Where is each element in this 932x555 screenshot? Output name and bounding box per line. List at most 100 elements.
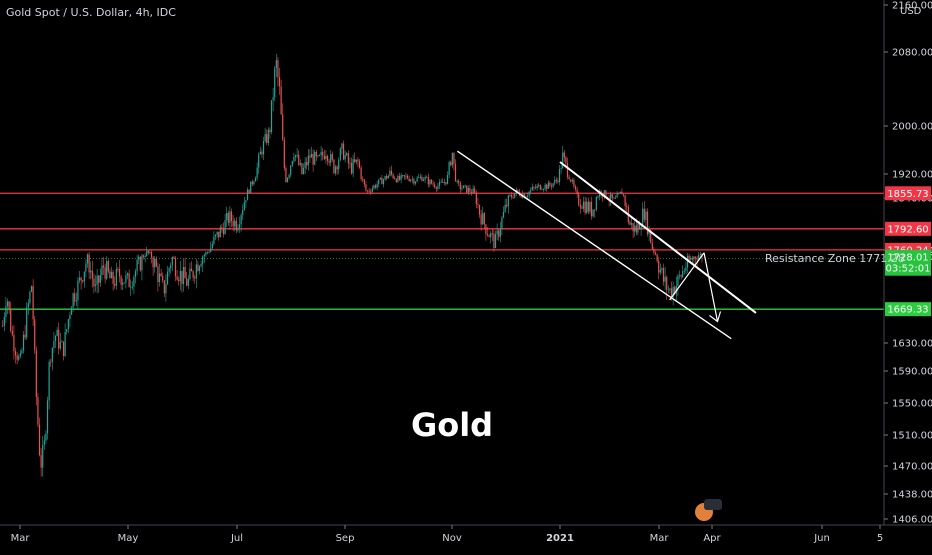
candle-body [560,168,562,169]
candle [67,318,69,333]
candle-body [30,286,33,292]
price-tick-label: 1550.00 [892,399,932,410]
candle-body [512,196,514,198]
candle-body [184,267,186,279]
candle [390,165,393,177]
candle-body [597,196,599,198]
candle-body [3,316,5,327]
candle [237,223,239,233]
candle [558,165,561,186]
candle [405,172,407,180]
candle-body [571,180,573,182]
candle [619,191,621,194]
candle [339,147,341,162]
candle [402,174,404,178]
candle [190,261,193,272]
candle [16,351,18,365]
candle [370,188,372,196]
candle-body [170,264,172,269]
candle [560,164,562,174]
candle [467,185,469,196]
candle [662,263,665,286]
time-axis[interactable]: Mar May Jul Sep Nov 2021 Mar Apr Jun 5 [0,499,932,544]
price-axis[interactable]: 2160.002080.002000.001920.001840.001760.… [883,0,932,550]
candle-body [150,251,153,258]
candle-body [330,154,332,163]
candle [107,259,109,274]
candle [70,305,73,315]
candle-body [603,190,605,197]
candle-body [258,154,260,168]
candle [466,185,468,194]
candle-body [685,267,687,271]
candle-body [269,129,271,133]
candle-body [270,100,273,133]
candle [642,202,644,228]
candle [666,275,668,300]
candle [509,193,511,198]
candle [11,325,13,337]
candle [267,127,269,146]
candle [408,175,410,182]
candle-body [538,184,540,186]
candle-body [382,179,385,185]
candle-body [205,252,207,255]
candle-body [104,267,106,279]
candle [658,256,660,280]
candle [386,173,388,181]
candle [368,188,370,194]
candle-body [304,162,306,169]
candle [338,157,340,174]
candle-body [549,182,551,186]
candle-body [24,334,26,338]
candle-body [555,179,557,181]
candle-body [430,179,433,184]
candle-body [630,223,633,225]
candle-body [344,155,346,160]
candle [502,206,505,219]
projection-segment [703,252,719,322]
candle [395,178,397,184]
candle [587,197,589,215]
avatar-icon[interactable] [695,499,722,521]
candle [624,194,626,214]
candle-body [96,275,98,285]
candle-body [653,248,655,253]
candle [347,150,349,170]
candle [85,259,87,278]
candle-body [370,191,372,193]
candle-body [525,196,527,198]
candle-body [509,195,511,196]
candle-body [699,253,701,255]
candle [166,266,169,285]
candle [122,278,124,291]
candle-body [53,341,55,348]
candle-body [43,440,45,445]
candle [163,279,165,297]
candle-body [672,287,674,298]
candle-body [102,265,105,268]
candle [685,261,687,275]
candle [21,347,23,355]
candle-body [283,139,285,168]
candle [342,140,345,161]
candle-body [136,259,138,272]
candle-body [424,177,426,180]
candle [352,154,354,178]
candle [458,179,460,187]
candle-body [480,214,482,225]
candle [93,273,95,294]
candle-body [6,301,9,307]
candle [30,285,33,293]
candle-body [566,163,569,177]
candle [74,288,76,306]
candle [427,173,429,188]
candle-body [390,170,393,175]
candle-body [542,189,545,190]
candle [392,173,394,180]
current-price-label: 1728.01 [887,253,928,264]
candle [480,209,482,231]
candle-body [610,194,612,199]
